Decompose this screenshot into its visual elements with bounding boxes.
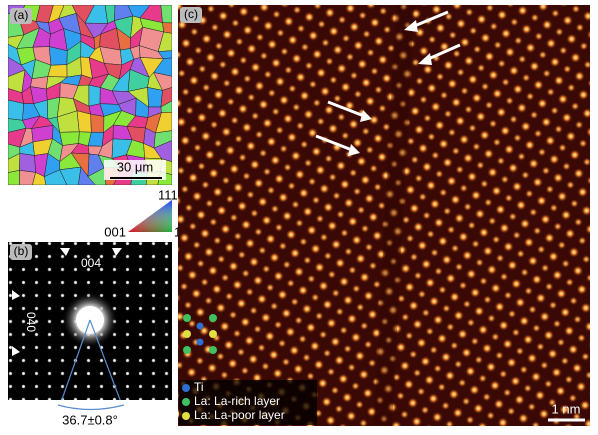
haadf-image	[178, 5, 590, 426]
ipf-label: 111	[158, 187, 178, 202]
ipf-triangle-overlay	[128, 200, 172, 232]
panel-label: (b)	[14, 244, 29, 258]
grain	[91, 114, 104, 132]
panel-label: (c)	[184, 7, 198, 21]
legend-label: La: La-rich layer	[194, 394, 280, 408]
legend-label: Ti	[194, 380, 204, 394]
scale-text: 30 μm	[117, 159, 153, 174]
grain	[8, 170, 19, 185]
angle-arc	[58, 405, 124, 410]
ipf-label: 001	[104, 224, 126, 239]
angle-label: 36.7±0.8°	[62, 412, 118, 427]
legend-swatch	[182, 412, 190, 420]
grain	[60, 132, 80, 146]
grain	[48, 65, 67, 77]
grain	[163, 23, 172, 34]
spot-label: 004	[81, 256, 101, 270]
spot-label: 040	[24, 312, 38, 332]
grain-map	[8, 5, 172, 185]
grain	[89, 85, 100, 106]
figure: (a) 30 μm 111 001 101 (b) 004 040 36.7±0…	[0, 0, 598, 430]
grain	[77, 111, 91, 132]
scale-text: 1 nm	[552, 401, 581, 416]
panel-label: (a)	[14, 8, 29, 22]
legend-label: La: La-poor layer	[194, 408, 285, 422]
grain	[8, 100, 24, 120]
grain	[161, 5, 172, 23]
legend-swatch	[182, 398, 190, 406]
legend-swatch	[182, 384, 190, 392]
grain	[148, 87, 163, 107]
grain	[19, 153, 35, 172]
